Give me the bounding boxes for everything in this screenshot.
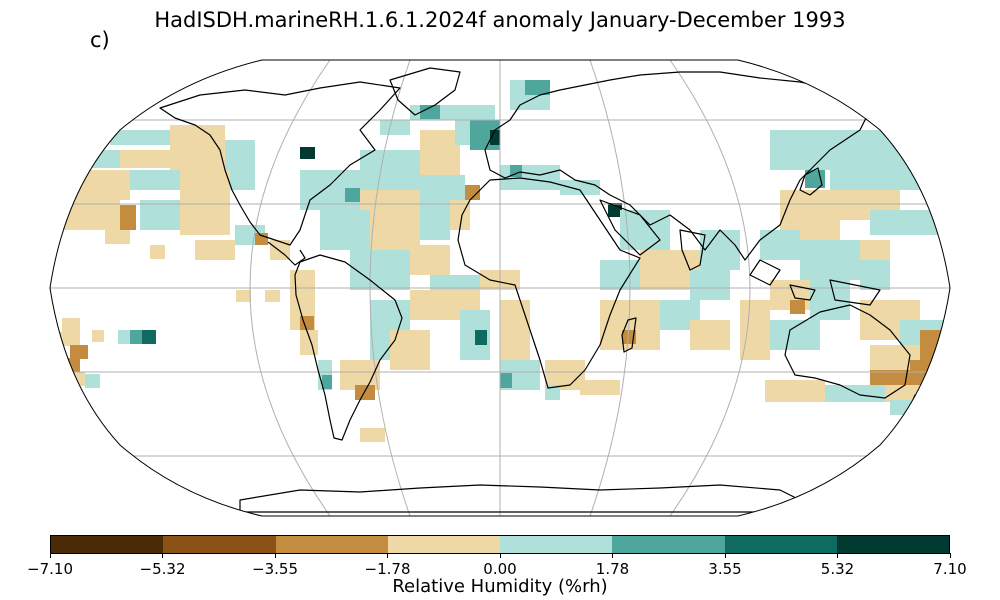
colorbar-tick-label: −7.10 bbox=[27, 560, 73, 578]
colorbar-segment bbox=[387, 536, 500, 553]
colorbar-tick bbox=[949, 553, 951, 558]
map-title: HadISDH.marineRH.1.6.1.2024f anomaly Jan… bbox=[154, 8, 846, 32]
colorbar-tick-label: −3.55 bbox=[252, 560, 298, 578]
colorbar-tick-label: 5.32 bbox=[820, 560, 855, 578]
colorbar-segment bbox=[163, 536, 276, 553]
colorbar-segment bbox=[500, 536, 613, 553]
colorbar-tick bbox=[162, 553, 163, 558]
colorbar-segment bbox=[836, 536, 949, 553]
world-map bbox=[49, 59, 951, 517]
colorbar-tick-label: 3.55 bbox=[708, 560, 742, 578]
colorbar-tick-label: −1.78 bbox=[364, 560, 411, 578]
colorbar-tick bbox=[724, 553, 726, 558]
colorbar-segment bbox=[724, 536, 837, 553]
colorbar-segment bbox=[275, 536, 388, 553]
panel-label: c) bbox=[90, 28, 110, 52]
colorbar-tick bbox=[49, 553, 51, 558]
globe-outline bbox=[49, 59, 951, 517]
colorbar-tick-label: 7.10 bbox=[933, 560, 967, 578]
colorbar-tick-label: 0.00 bbox=[483, 560, 517, 578]
colorbar-ticks bbox=[49, 553, 951, 559]
anomaly-grid bbox=[55, 80, 945, 442]
colorbar-tick bbox=[612, 553, 613, 558]
colorbar-tick bbox=[837, 553, 838, 558]
colorbar bbox=[50, 535, 950, 554]
colorbar-segment bbox=[612, 536, 725, 553]
colorbar-tick bbox=[499, 553, 501, 558]
colorbar-tick-label: −5.32 bbox=[139, 560, 186, 578]
colorbar-tick bbox=[274, 553, 276, 558]
colorbar-segment bbox=[51, 536, 164, 553]
colorbar-tick-label: 1.78 bbox=[595, 560, 630, 578]
colorbar-tick bbox=[387, 553, 388, 558]
colorbar-label: Relative Humidity (%rh) bbox=[392, 576, 608, 597]
